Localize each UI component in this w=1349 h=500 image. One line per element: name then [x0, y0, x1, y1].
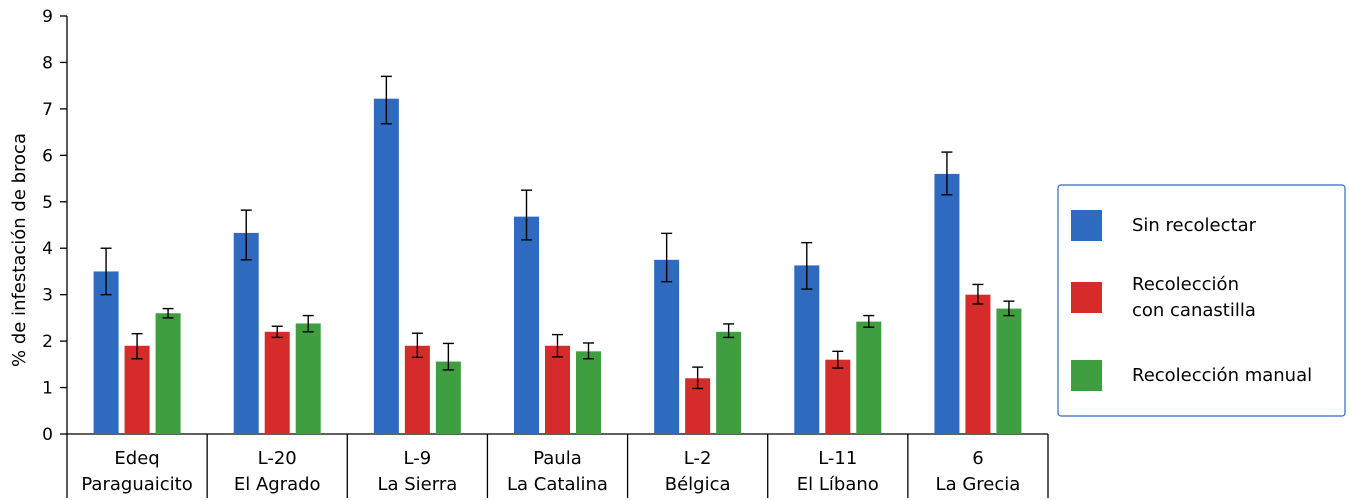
legend: Sin recolectar Recolección con canastilla R… [1057, 184, 1346, 417]
y-tick-label: 2 [42, 332, 53, 352]
legend-swatch [1071, 210, 1102, 241]
legend-label: Recolección manual [1132, 365, 1312, 386]
bar [514, 216, 539, 434]
y-tick-label: 7 [42, 100, 53, 120]
y-tick-label: 5 [42, 193, 53, 213]
category-label: Paula [533, 448, 582, 469]
category-label: 6 [972, 448, 983, 469]
y-tick-label: 6 [42, 146, 53, 166]
bar [576, 351, 601, 434]
category-label: El Líbano [797, 474, 879, 495]
category-label: Bélgica [665, 474, 731, 495]
x-axis: Edeq Paraguaicito L-20 El Agrado L-9 La Sierr… [66, 433, 1049, 498]
y-tick-label: 8 [42, 53, 53, 73]
category-label: L-9 [404, 448, 432, 469]
bar [295, 323, 321, 434]
y-axis: 0 1 2 3 4 5 6 7 8 9 [42, 7, 68, 445]
legend-label: Sin recolectar [1132, 215, 1257, 236]
bar [545, 345, 570, 434]
bar [373, 98, 399, 434]
category-label: Edeq [114, 448, 159, 469]
bar [654, 259, 680, 434]
bar [404, 345, 430, 434]
legend-swatch [1071, 360, 1102, 391]
bar [996, 308, 1022, 434]
category-label: La Grecia [936, 474, 1021, 495]
legend-swatch [1071, 282, 1102, 313]
category-label: El Agrado [234, 474, 321, 495]
category-label: L-2 [684, 448, 712, 469]
bar [155, 313, 181, 434]
y-tick-label: 0 [42, 425, 53, 445]
category-label: La Sierra [377, 474, 457, 495]
error-bars [100, 75, 1015, 390]
bars [93, 98, 1022, 434]
bar [264, 331, 290, 434]
bar [856, 321, 882, 434]
y-tick-label: 3 [42, 286, 53, 306]
legend-box [1057, 184, 1346, 417]
bar [934, 173, 960, 434]
y-tick-label: 9 [42, 7, 53, 27]
legend-label: con canastilla [1132, 300, 1256, 321]
y-tick-label: 1 [42, 379, 53, 399]
bar [93, 271, 119, 434]
bar [794, 265, 820, 434]
bar [716, 331, 742, 434]
y-axis-title: % de infestación de broca [9, 133, 30, 367]
category-label: Paraguaicito [81, 474, 192, 495]
category-label: L-20 [258, 448, 297, 469]
bar [124, 345, 150, 434]
bar [965, 294, 991, 434]
y-tick-label: 4 [42, 239, 53, 259]
bar [233, 232, 259, 434]
category-label: L-11 [818, 448, 857, 469]
legend-label: Recolección [1132, 274, 1239, 295]
bar [825, 359, 851, 434]
bar [435, 361, 461, 434]
category-label: La Catalina [507, 474, 608, 495]
